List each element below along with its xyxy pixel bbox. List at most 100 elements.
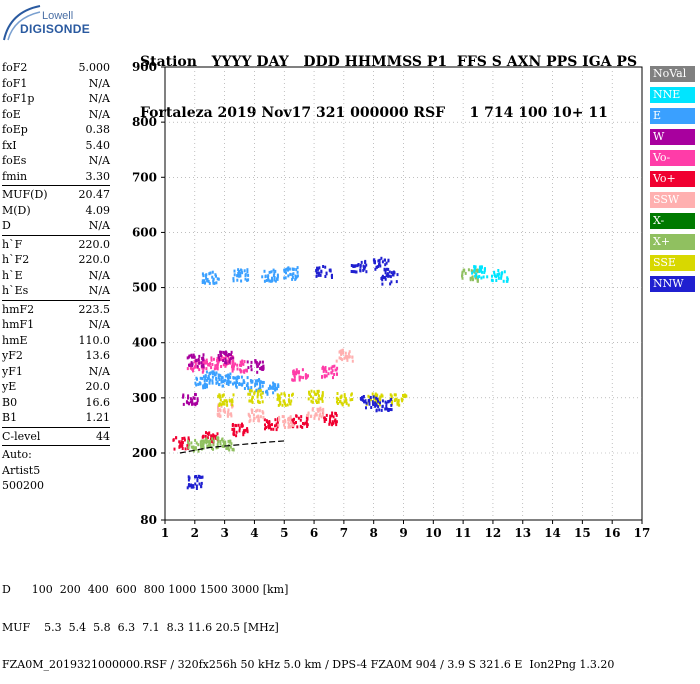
echo-point-e (211, 275, 214, 279)
echo-point-vo (299, 418, 302, 422)
echo-point-sse (310, 389, 313, 393)
echo-point-nnw (388, 270, 391, 274)
echo-point-x (187, 439, 190, 443)
echo-point-vo (325, 374, 328, 378)
echo-point-nne (481, 270, 483, 274)
echo-point-sse (316, 401, 318, 404)
echo-point-sse (250, 389, 253, 393)
echo-point-nne (473, 269, 476, 273)
echo-point-ssw (262, 416, 265, 420)
echo-point-e (227, 383, 230, 386)
echo-point-x (229, 445, 232, 449)
echo-point-sse (291, 393, 293, 397)
echo-point-e (285, 271, 287, 275)
echo-point-e (225, 382, 228, 385)
echo-point-vo (210, 356, 213, 360)
echo-point-vo (303, 422, 306, 426)
echo-point-sse (218, 402, 221, 406)
echo-point-w (194, 403, 197, 407)
echo-point-ssw (220, 404, 223, 408)
echo-point-x (195, 441, 198, 445)
echo-point-w (200, 361, 203, 365)
echo-point-x (221, 438, 223, 442)
echo-point-x (216, 443, 219, 447)
echo-point-sse (278, 399, 281, 403)
echo-point-vo (298, 375, 301, 379)
echo-point-vo (327, 372, 330, 376)
echo-point-nnw (381, 282, 384, 286)
auto-scaling-text: 500200 (2, 479, 44, 492)
echo-point-sse (398, 403, 401, 407)
echo-point-nnw (383, 258, 386, 262)
logo-digisonde-text: DIGISONDE (20, 22, 91, 36)
echo-point-vo (183, 438, 186, 442)
echo-point-ssw (249, 418, 252, 422)
echo-point-nnw (377, 259, 380, 263)
echo-point-ssw (257, 419, 260, 423)
echo-point-vo (335, 412, 337, 416)
echo-point-nnw (356, 264, 359, 268)
echo-point-sse (338, 400, 341, 404)
echo-point-x (219, 439, 222, 443)
echo-point-nnw (194, 482, 197, 486)
echo-point-nnw (192, 485, 195, 489)
echo-point-vo (335, 420, 338, 424)
echo-point-sse (283, 393, 286, 397)
echo-point-nnw (378, 408, 381, 412)
echo-point-nne (477, 275, 479, 279)
echo-point-nnw (196, 479, 199, 483)
param-name: fxI (2, 138, 17, 152)
echo-point-vo (245, 368, 248, 372)
echo-point-vo (210, 437, 212, 441)
echo-point-nnw (381, 405, 384, 409)
echo-point-vo (267, 423, 270, 427)
echo-point-sse (402, 394, 404, 397)
echo-point-e (243, 269, 246, 273)
echo-point-vo (204, 434, 207, 438)
echo-point-vo (216, 362, 219, 366)
echo-point-e (227, 376, 229, 380)
echo-point-e (238, 269, 240, 273)
echo-point-vo (322, 365, 324, 369)
echo-point-nnw (364, 261, 367, 264)
echo-point-nne (497, 269, 500, 272)
echo-point-nne (491, 279, 494, 283)
echo-point-x (200, 444, 203, 448)
echo-point-sse (284, 403, 287, 407)
echo-point-nne (505, 279, 508, 283)
echo-point-sse (394, 393, 397, 397)
echo-point-e (277, 385, 280, 388)
echo-point-sse (405, 394, 408, 398)
echo-point-nnw (392, 270, 395, 274)
echo-point-sse (277, 403, 280, 407)
echo-point-e (237, 274, 240, 278)
echo-point-e (258, 378, 261, 382)
echo-point-x (212, 447, 214, 451)
echo-point-e (222, 380, 225, 384)
echo-point-vo (275, 428, 278, 432)
echo-point-vo (238, 429, 241, 433)
x-tick-label: 1 (161, 526, 169, 540)
echo-point-e (234, 381, 237, 385)
echo-point-e (209, 378, 212, 382)
echo-point-nnw (391, 273, 394, 277)
echo-point-e (247, 386, 250, 390)
param-row: h`F 220.0 (2, 237, 110, 253)
echo-point-w (198, 354, 201, 358)
echo-point-e (246, 268, 249, 272)
echo-point-nnw (384, 271, 387, 275)
echo-point-w (187, 394, 190, 398)
param-value: N/A (88, 318, 110, 331)
echo-point-e (211, 270, 214, 274)
echo-point-vo (212, 357, 215, 361)
echo-point-e (208, 281, 211, 285)
echo-point-vo (210, 435, 213, 439)
echo-point-nnw (186, 486, 189, 490)
echo-point-vo (181, 443, 184, 447)
echo-point-nnw (330, 274, 333, 278)
echo-point-e (234, 376, 237, 380)
echo-point-e (283, 276, 286, 280)
echo-point-e (202, 274, 205, 278)
echo-point-nnw (387, 407, 389, 411)
echo-point-sse (284, 402, 286, 406)
